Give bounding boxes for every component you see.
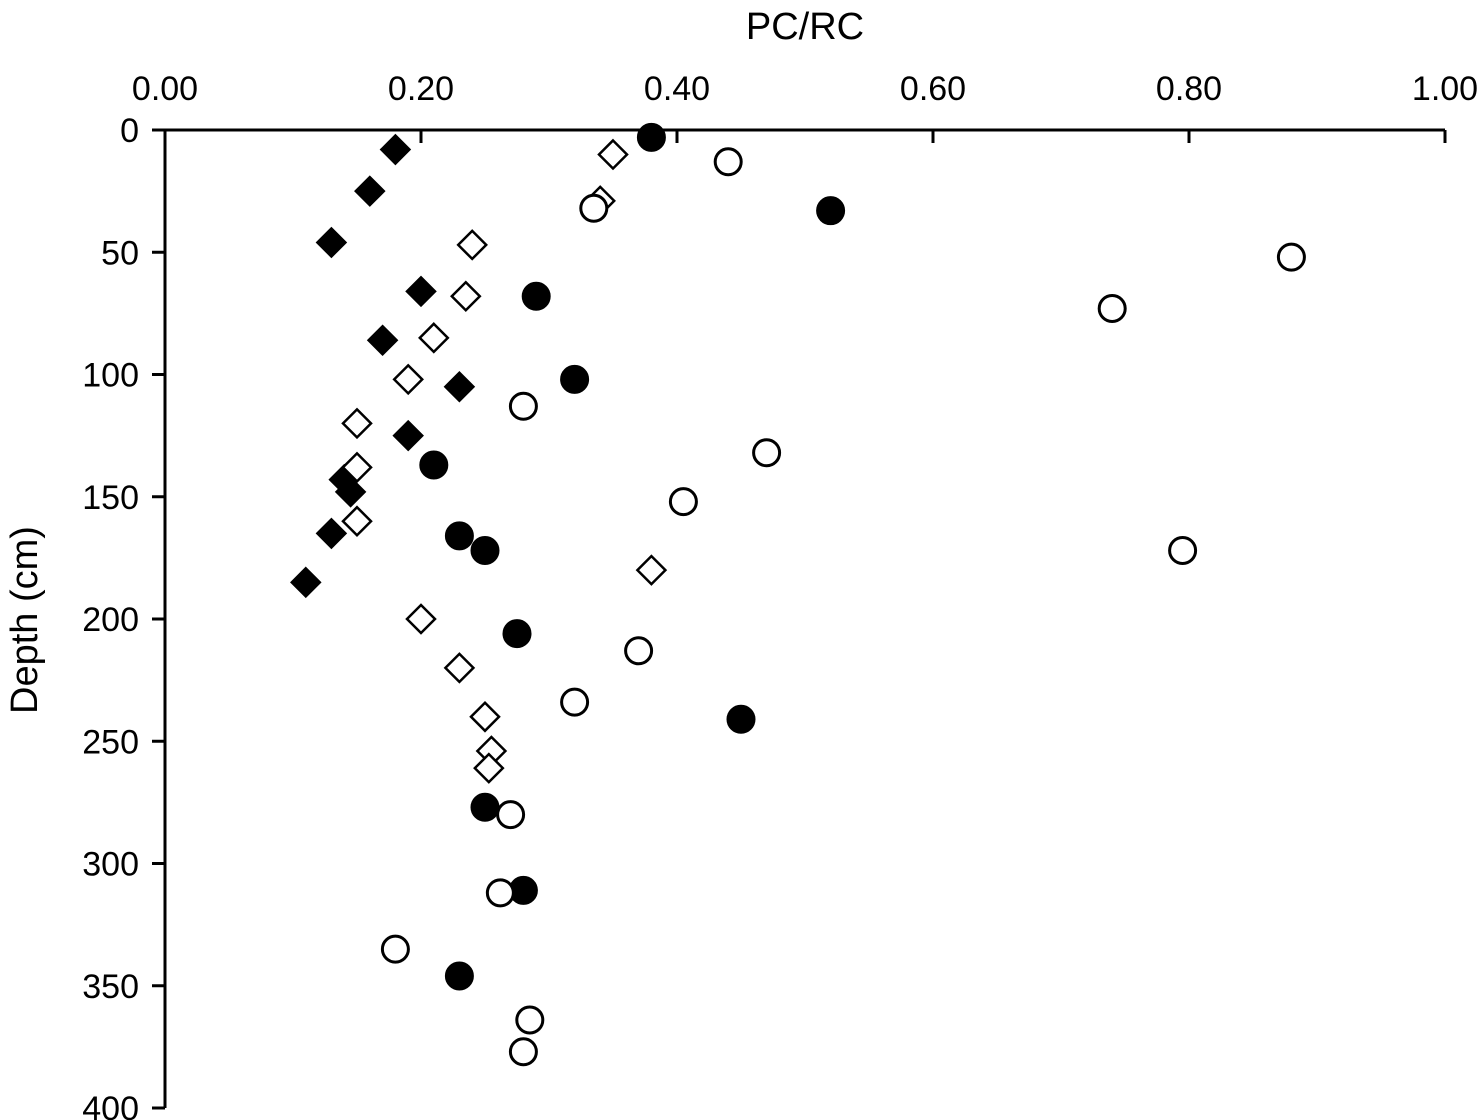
- y-tick-label: 300: [82, 846, 139, 884]
- y-tick-label: 150: [82, 479, 139, 517]
- open-circle-point: [496, 800, 526, 830]
- filled-circle-point: [636, 122, 666, 152]
- open-circle-point: [380, 934, 410, 964]
- open-circle-point: [668, 487, 698, 517]
- open-circle-point: [713, 147, 743, 177]
- x-tick-label: 0.80: [1156, 70, 1222, 108]
- filled-diamond-point: [392, 419, 424, 452]
- filled-circle-point: [560, 364, 590, 394]
- filled-circle-point: [502, 619, 532, 649]
- filled-circle-point: [470, 536, 500, 566]
- y-tick-label: 0: [120, 112, 139, 150]
- open-diamond-point: [405, 603, 437, 635]
- open-diamond-point: [450, 280, 482, 313]
- filled-circle-point: [726, 704, 756, 734]
- filled-circle-point: [419, 450, 449, 480]
- open-circle-point: [1168, 536, 1198, 566]
- open-circle-point: [560, 687, 590, 717]
- x-tick-label: 0.20: [388, 70, 454, 108]
- filled-diamond-point: [405, 275, 437, 308]
- open-circle-point: [624, 636, 654, 666]
- open-diamond-point: [392, 363, 424, 396]
- open-diamond-point: [341, 407, 373, 440]
- y-tick-label: 200: [82, 601, 139, 639]
- filled-diamond-point: [443, 370, 476, 403]
- filled-circle-point: [444, 961, 474, 991]
- open-circle-point: [515, 1005, 545, 1035]
- y-tick-label: 250: [82, 723, 139, 761]
- open-diamond-point: [341, 451, 373, 484]
- open-circle-point: [485, 878, 515, 908]
- open-circle-point: [508, 391, 538, 421]
- filled-diamond-point: [366, 324, 399, 357]
- y-axis-label: Depth (cm): [4, 526, 46, 714]
- x-tick-label: 0.40: [644, 70, 710, 108]
- filled-circle-point: [444, 521, 474, 551]
- filled-diamond-point: [290, 566, 322, 599]
- filled-diamond-point: [334, 476, 367, 508]
- filled-diamond-point: [379, 133, 412, 166]
- open-diamond-point: [341, 505, 373, 537]
- x-tick-label: 1.00: [1412, 70, 1478, 108]
- open-diamond-point: [597, 138, 629, 171]
- y-tick-label: 50: [101, 234, 139, 272]
- open-circle-point: [579, 193, 609, 223]
- filled-circle-point: [470, 792, 500, 822]
- open-diamond-point: [443, 652, 476, 684]
- open-diamond-point: [456, 229, 488, 261]
- filled-diamond-point: [315, 226, 348, 259]
- x-tick-label: 0.60: [900, 70, 966, 108]
- filled-diamond-point: [315, 517, 348, 550]
- x-tick-label: 0.00: [132, 70, 198, 108]
- filled-circle-point: [816, 196, 846, 226]
- y-tick-label: 350: [82, 968, 139, 1006]
- open-circle-point: [508, 1037, 538, 1067]
- filled-circle-point: [521, 281, 551, 311]
- y-tick-label: 400: [82, 1090, 139, 1120]
- open-diamond-point: [635, 554, 668, 586]
- open-circle-point: [1276, 242, 1306, 272]
- open-diamond-point: [418, 322, 450, 354]
- filled-diamond-point: [354, 175, 386, 207]
- open-diamond-point: [469, 701, 501, 733]
- open-circle-point: [1097, 293, 1127, 323]
- chart-title: PC/RC: [745, 6, 865, 48]
- open-diamond-point: [473, 752, 505, 784]
- y-tick-label: 100: [82, 357, 139, 395]
- open-circle-point: [752, 438, 782, 468]
